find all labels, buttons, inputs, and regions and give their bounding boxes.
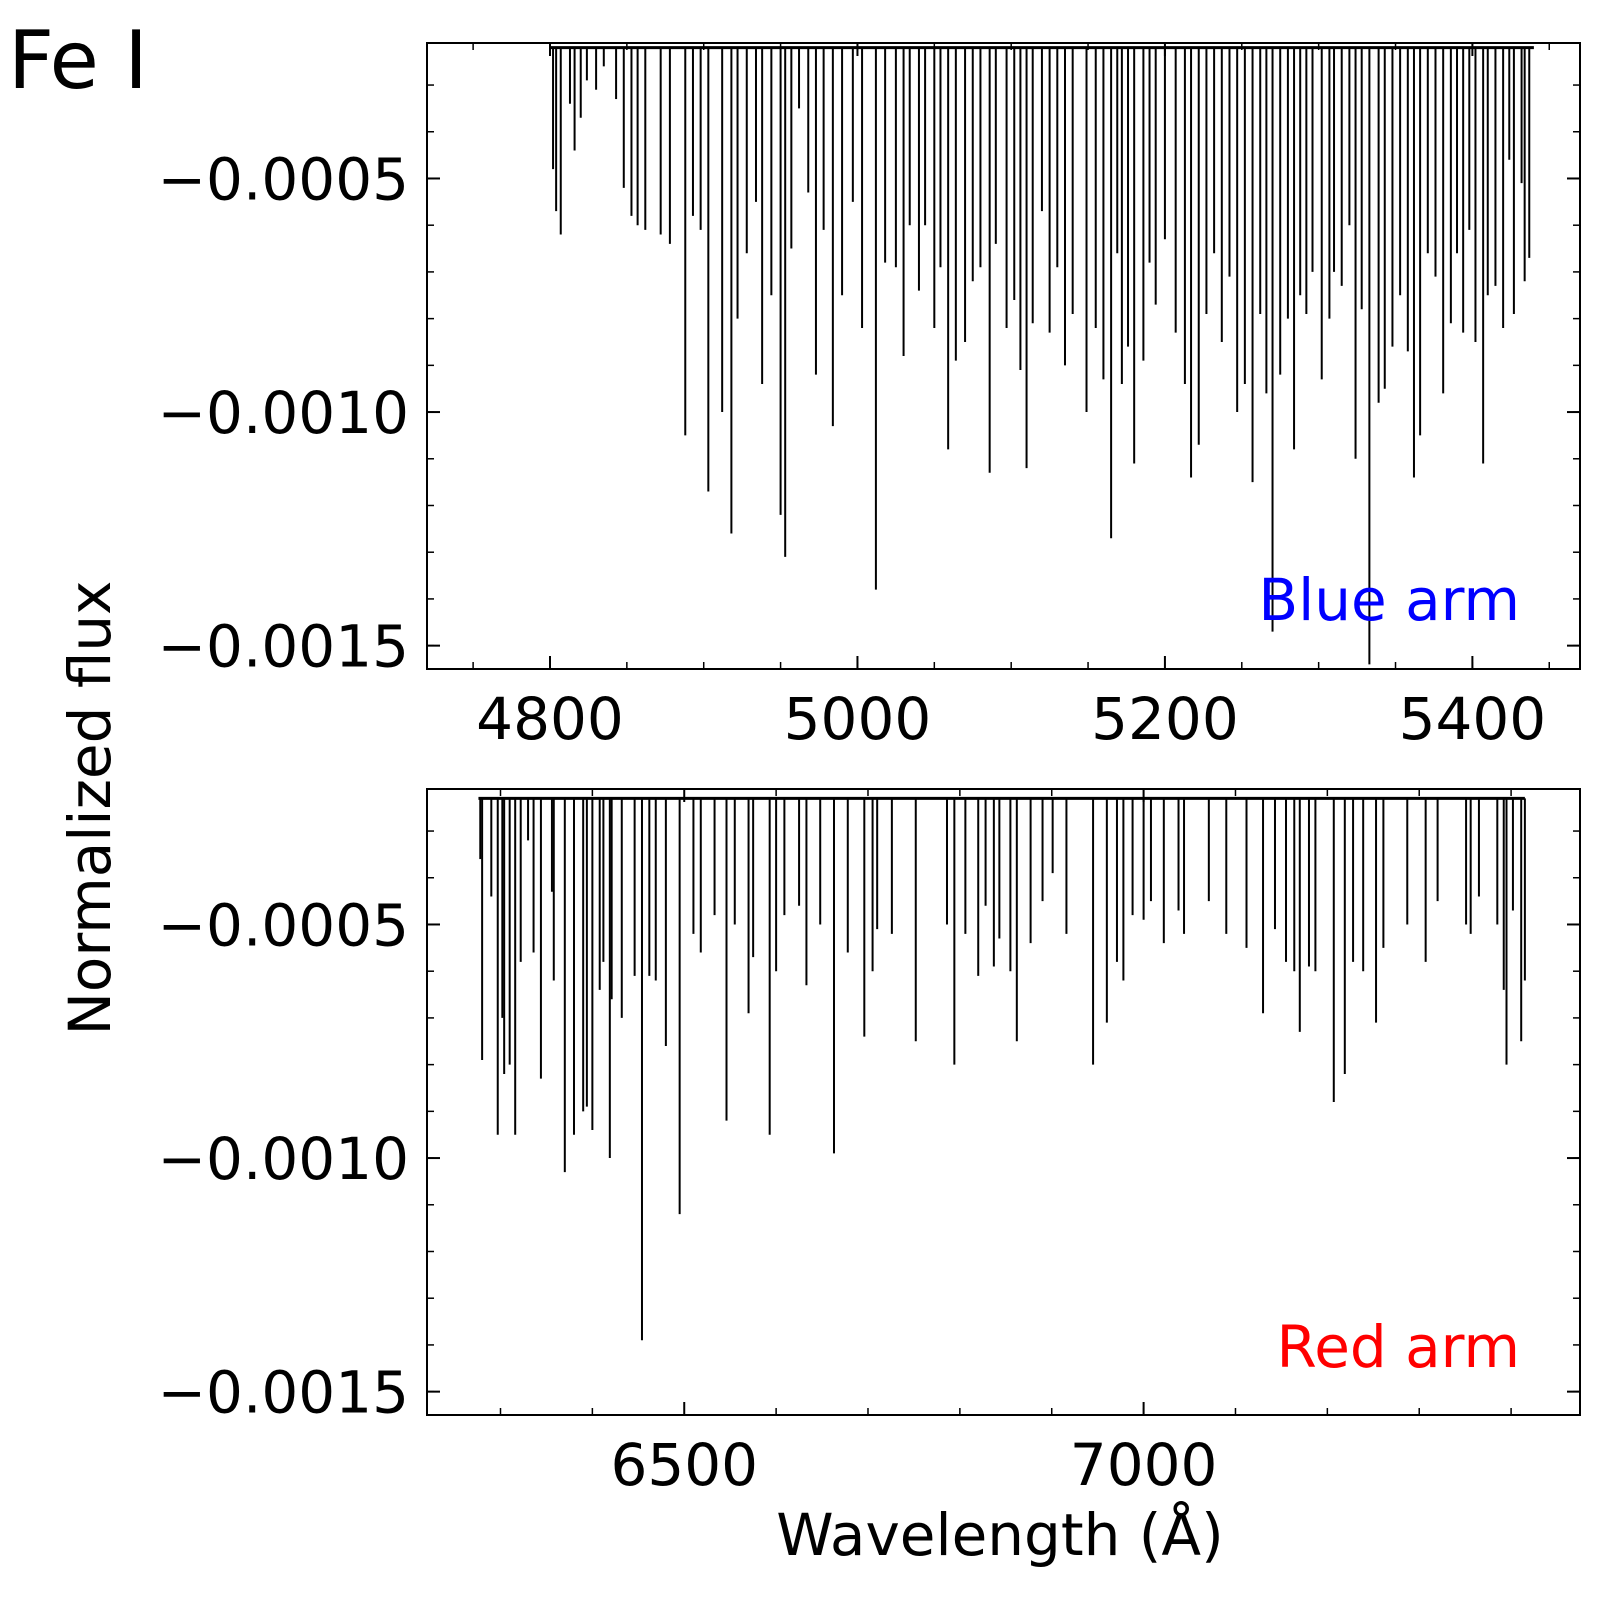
y-axis-label: Normalized flux [56, 581, 124, 1036]
red-arm-axes: 6500 7000 −0.0005 −0.0010 −0.0015 [157, 788, 1581, 1499]
figure-title: Fe I [8, 14, 148, 107]
x-tick-label: 5400 [1399, 685, 1547, 753]
red-arm-panel: 6500 7000 −0.0005 −0.0010 −0.0015 Red arm [157, 788, 1581, 1499]
x-tick-label: 5000 [784, 685, 932, 753]
blue-arm-panel: 4800 5000 5200 5400 −0.0005 −0.0010 −0.0015 Bl… [157, 42, 1581, 753]
plot-frame [426, 42, 1581, 670]
x-tick-label: 7000 [1070, 1431, 1218, 1499]
x-tick-label: 6500 [610, 1431, 758, 1499]
blue-arm-axes: 4800 5000 5200 5400 −0.0005 −0.0010 −0.0015 [157, 42, 1581, 753]
y-tick-label: −0.0005 [157, 145, 409, 213]
red-arm-spectrum [478, 796, 1526, 1341]
y-tick-label: −0.0005 [157, 891, 409, 959]
y-tick-label: −0.0010 [157, 1125, 409, 1193]
plot-frame [426, 788, 1581, 1416]
y-tick-label: −0.0015 [157, 613, 409, 681]
red-arm-label: Red arm [1277, 1313, 1521, 1381]
blue-arm-label: Blue arm [1258, 566, 1520, 634]
y-tick-label: −0.0010 [157, 379, 409, 447]
x-tick-label: 5200 [1091, 685, 1239, 753]
x-tick-label: 4800 [476, 685, 624, 753]
x-axis-label: Wavelength (Å) [776, 1500, 1223, 1569]
y-tick-label: −0.0015 [157, 1359, 409, 1427]
blue-arm-spectrum [549, 46, 1534, 665]
